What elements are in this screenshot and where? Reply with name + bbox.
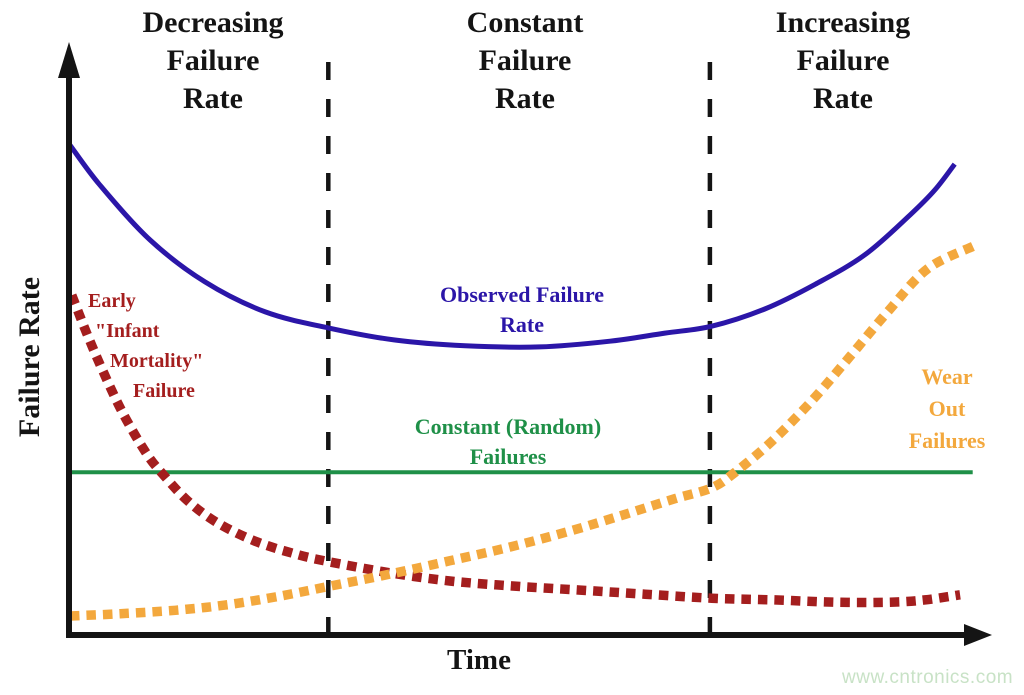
- infant-label-line-3: Mortality": [110, 350, 204, 372]
- y-axis-label: Failure Rate: [13, 276, 46, 438]
- infant-label-line-1: Early: [88, 290, 136, 312]
- region-title-constant-failure-rate: Constant Failure Rate: [466, 6, 584, 115]
- x-axis-arrowhead-icon: [964, 624, 992, 646]
- region-title-increasing-failure-rate: Increasing Failure Rate: [775, 6, 911, 115]
- y-axis-arrowhead-icon: [58, 42, 80, 78]
- wear-out-failures-label: Wear Out Failures: [908, 364, 986, 453]
- x-axis: [66, 624, 992, 646]
- region-title-decreasing-failure-rate: Decreasing Failure Rate: [142, 6, 284, 115]
- watermark-text: www.cntronics.com: [842, 667, 1014, 688]
- infant-label-line-2: "Infant: [95, 320, 160, 342]
- observed-failure-rate-label: Observed Failure Rate: [440, 282, 604, 337]
- infant-label-line-4: Failure: [133, 380, 195, 402]
- wear-out-failures-curve: [69, 241, 977, 621]
- y-axis: [58, 42, 80, 638]
- infant-mortality-failure-curve: [67, 293, 961, 608]
- constant-random-failures-label: Constant (Random) Failures: [414, 414, 602, 469]
- x-axis-label: Time: [447, 644, 511, 676]
- infant-mortality-failure-label: Early "Infant Mortality" Failure: [88, 286, 203, 406]
- observed-failure-rate-curve: [67, 143, 957, 350]
